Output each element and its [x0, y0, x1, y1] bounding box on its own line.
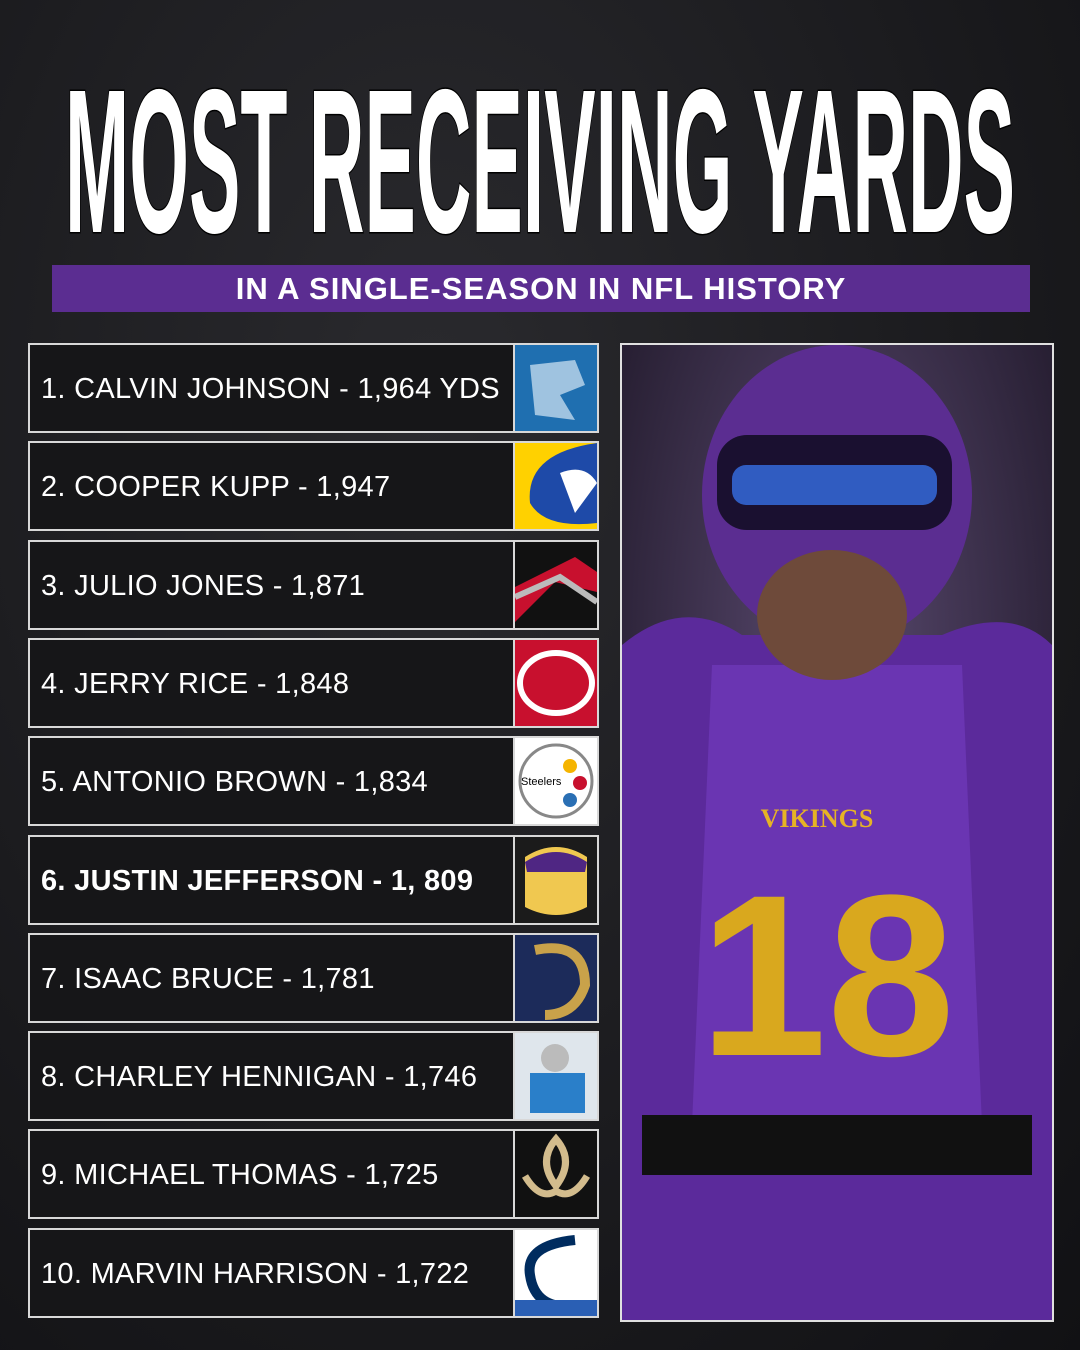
ranking-row: 4. JERRY RICE - 1,848 [28, 637, 599, 728]
ranking-row: 1. CALVIN JOHNSON - 1,964 YDS [28, 343, 599, 433]
team-logo [513, 1131, 597, 1218]
team-logo [513, 1033, 597, 1120]
team-logo [513, 443, 597, 530]
team-logo [513, 1229, 597, 1316]
row-text: 9. MICHAEL THOMAS - 1,725 [41, 1159, 439, 1192]
logo-art [515, 934, 597, 1021]
team-logo [513, 934, 597, 1021]
row-text: 10. MARVIN HARRISON - 1,722 [41, 1257, 470, 1290]
logo-art [515, 836, 597, 923]
row-text: 7. ISAAC BRUCE - 1,781 [41, 962, 375, 995]
title: MOST RECEIVING YARDS [65, 60, 1015, 250]
logo-text: Steelers [521, 776, 562, 788]
logo-art [515, 541, 597, 628]
jersey-number: 18 [699, 847, 955, 1104]
team-logo [513, 639, 597, 726]
row-text: 5. ANTONIO BROWN - 1,834 [41, 766, 428, 799]
row-text: 1. CALVIN JOHNSON - 1,964 YDS [41, 373, 500, 405]
jersey-wordmark: VIKINGS [761, 804, 874, 833]
ranking-row: 9. MICHAEL THOMAS - 1,725 [28, 1129, 599, 1220]
row-text: 3. JULIO JONES - 1,871 [41, 569, 366, 602]
logo-art [515, 1033, 597, 1120]
row-text: 4. JERRY RICE - 1,848 [41, 667, 350, 700]
team-logo: Steelers [513, 738, 597, 825]
team-logo [513, 541, 597, 628]
title-box: MOST RECEIVING YARDS [64, 60, 1017, 250]
logo-art [515, 345, 597, 431]
row-text: 2. COOPER KUPP - 1,947 [41, 471, 391, 504]
ranking-row: 3. JULIO JONES - 1,871 [28, 539, 599, 630]
logo-art [515, 1229, 597, 1316]
ranking-row: 2. COOPER KUPP - 1,947 [28, 441, 599, 532]
ranking-row: 8. CHARLEY HENNIGAN - 1,746 [28, 1031, 599, 1122]
ranking-row: 5. ANTONIO BROWN - 1,834 Steelers [28, 736, 599, 827]
row-text: 8. CHARLEY HENNIGAN - 1,746 [41, 1061, 478, 1094]
logo-art [515, 443, 597, 530]
logo-art [515, 639, 597, 726]
subtitle: IN A SINGLE-SEASON IN NFL HISTORY [52, 265, 1030, 312]
team-logo [513, 345, 597, 431]
ranking-row: 10. MARVIN HARRISON - 1,722 [28, 1227, 599, 1318]
team-logo [513, 836, 597, 923]
logo-art: Steelers [515, 738, 597, 825]
row-text: 6. JUSTIN JEFFERSON - 1, 809 [41, 864, 474, 897]
ranking-row: 7. ISAAC BRUCE - 1,781 [28, 932, 599, 1023]
logo-art [515, 1131, 597, 1218]
photo-art: VIKINGS 18 [622, 345, 1052, 1320]
player-photo: VIKINGS 18 [620, 343, 1054, 1322]
ranking-row: 6. JUSTIN JEFFERSON - 1, 809 [28, 834, 599, 925]
